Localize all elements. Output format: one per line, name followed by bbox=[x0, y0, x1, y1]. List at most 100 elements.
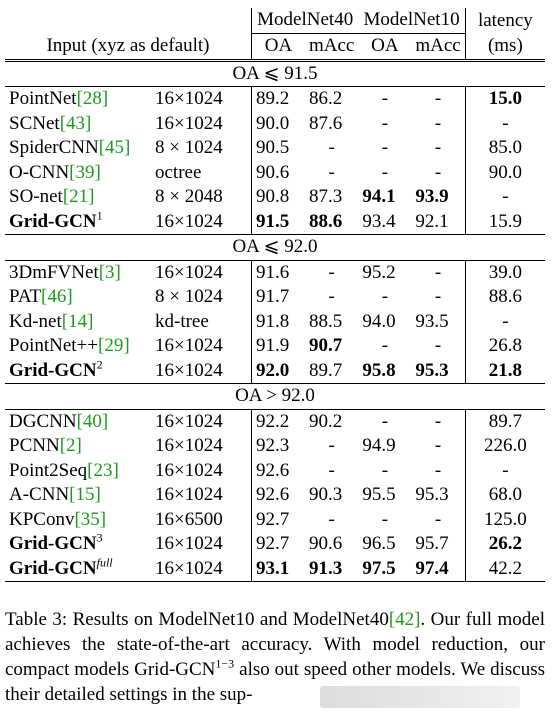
method-name-cell: O-CNN[39] bbox=[5, 161, 151, 186]
method-name-cell: PointNet[28] bbox=[5, 87, 151, 112]
ms-header: (ms) bbox=[464, 33, 545, 60]
macc10-cell: - bbox=[434, 508, 442, 530]
oa40-header: OA bbox=[251, 33, 305, 60]
table-row: Point2Seq[23] 16×1024 92.6- - - - bbox=[5, 458, 545, 484]
citation-link[interactable]: [14] bbox=[61, 310, 94, 332]
input-cell: 16×1024 bbox=[155, 410, 223, 432]
caption-citation[interactable]: [42] bbox=[388, 609, 421, 630]
macc40-cell: 91.3 bbox=[309, 557, 343, 579]
table-row: PAT[46] 8 × 1024 91.7- - -88.6 bbox=[5, 285, 545, 310]
citation-link[interactable]: [28] bbox=[76, 88, 109, 109]
table-row: Grid-GCNfull 16×1024 93.1 91.3 97.5 97.4 42.2 bbox=[5, 556, 545, 582]
citation-link[interactable]: [29] bbox=[98, 335, 130, 356]
header-row-1: ModelNet40 ModelNet10 latency bbox=[5, 8, 545, 34]
oa40-cell: 89.2 bbox=[251, 86, 305, 112]
citation-link[interactable]: [23] bbox=[87, 459, 119, 481]
oa10-cell: 93.4 bbox=[362, 210, 396, 232]
lat-cell: 26.8 bbox=[464, 334, 545, 359]
table-row: A-CNN[15] 16×1024 92.6 90.3 95.5 95.3 68.0 bbox=[5, 483, 545, 508]
section-header: OA ⩽ 91.5 bbox=[5, 59, 545, 87]
macc10-cell: - bbox=[434, 335, 442, 356]
oa40-cell: 92.3 bbox=[251, 434, 305, 459]
section-title: OA ⩽ 91.5 bbox=[5, 59, 545, 87]
method-name-cell: 3DmFVNet[3] bbox=[5, 260, 151, 285]
oa10-cell: - bbox=[381, 88, 389, 109]
citation-link[interactable]: [43] bbox=[59, 112, 92, 134]
results-table: ModelNet40 ModelNet10 latency Input (xyz… bbox=[5, 8, 545, 582]
method-name-cell: DGCNN[40] bbox=[5, 409, 151, 434]
table-caption: Table 3: Results on ModelNet10 and Model… bbox=[5, 607, 545, 707]
oa10-cell: 95.2 bbox=[362, 261, 396, 283]
method-name-cell: PAT[46] bbox=[5, 285, 151, 310]
input-cell: 16×1024 bbox=[155, 459, 223, 481]
macc10-cell: - bbox=[434, 161, 442, 183]
method-name-cell: KPConv[35] bbox=[5, 508, 151, 533]
oa10-cell: - bbox=[381, 410, 389, 432]
oa10-cell: - bbox=[381, 286, 389, 307]
lat-cell: 26.2 bbox=[464, 532, 545, 557]
macc10-cell: 92.1 bbox=[415, 210, 449, 232]
citation-link[interactable]: [45] bbox=[98, 137, 131, 158]
lat-cell: 39.0 bbox=[464, 260, 545, 285]
citation-link[interactable]: [46] bbox=[41, 286, 73, 307]
oa40-cell: 92.7 bbox=[251, 532, 305, 557]
lat-cell: - bbox=[464, 111, 545, 136]
input-cell: 8 × 2048 bbox=[155, 186, 223, 207]
caption-superscript: 1−3 bbox=[215, 656, 235, 671]
input-header: Input (xyz as default) bbox=[46, 34, 210, 56]
citation-link[interactable]: [3] bbox=[98, 261, 121, 283]
macc40-cell: - bbox=[328, 508, 335, 530]
table-row: DGCNN[40] 16×1024 92.2 90.2- -89.7 bbox=[5, 409, 545, 434]
macc10-cell: 93.5 bbox=[415, 310, 449, 332]
macc10-cell: 97.4 bbox=[415, 557, 449, 579]
oa10-cell: 97.5 bbox=[362, 557, 396, 579]
oa40-cell: 90.8 bbox=[251, 185, 305, 210]
macc40-header: mAcc bbox=[309, 35, 355, 56]
input-cell: 16×1024 bbox=[155, 261, 223, 283]
method-name: SO-net bbox=[9, 186, 63, 207]
oa10-cell: - bbox=[381, 112, 389, 134]
lat-cell: - bbox=[464, 309, 545, 334]
citation-link[interactable]: [40] bbox=[76, 410, 109, 432]
macc10-cell: - bbox=[434, 435, 442, 456]
method-name: PointNet bbox=[9, 88, 77, 109]
input-cell: 16×1024 bbox=[155, 335, 223, 356]
oa10-cell: - bbox=[381, 459, 389, 481]
modelnet10-header: ModelNet10 bbox=[358, 8, 466, 34]
citation-link[interactable]: [35] bbox=[74, 508, 107, 530]
table-row: Kd-net[14] kd-tree 91.8 88.5 94.0 93.5- bbox=[5, 309, 545, 334]
method-name: DGCNN bbox=[9, 410, 77, 432]
macc40-cell: - bbox=[328, 459, 335, 481]
macc10-cell: - bbox=[434, 137, 442, 158]
method-name-cell: Grid-GCNfull bbox=[5, 556, 151, 582]
table-row: PointNet++[29] 16×1024 91.9 90.7- -26.8 bbox=[5, 334, 545, 359]
method-name-cell: SCNet[43] bbox=[5, 112, 151, 137]
citation-link[interactable]: [2] bbox=[59, 435, 82, 456]
lat-cell: 125.0 bbox=[464, 507, 545, 532]
macc10-cell: - bbox=[434, 286, 442, 307]
lat-cell: 89.7 bbox=[464, 409, 545, 434]
oa10-cell: 94.0 bbox=[362, 310, 396, 332]
table-row: PointNet[28] 16×1024 89.2 86.2- -15.0 bbox=[5, 86, 545, 112]
oa40-cell: 90.6 bbox=[251, 160, 305, 185]
input-cell: octree bbox=[155, 161, 202, 183]
method-name: 3DmFVNet bbox=[9, 261, 99, 283]
citation-link[interactable]: [39] bbox=[69, 161, 101, 183]
input-cell: kd-tree bbox=[155, 310, 209, 332]
method-name: O-CNN bbox=[9, 161, 70, 183]
citation-link[interactable]: [15] bbox=[69, 484, 101, 505]
input-cell: 16×6500 bbox=[155, 508, 223, 530]
section-header: OA ⩽ 92.0 bbox=[5, 234, 545, 261]
method-name-cell: Point2Seq[23] bbox=[5, 459, 151, 484]
oa40-cell: 91.6 bbox=[251, 260, 305, 285]
macc40-cell: - bbox=[328, 286, 335, 307]
table-row: SCNet[43] 16×1024 90.0 87.6- - - bbox=[5, 111, 545, 137]
header-row-2: Input (xyz as default) OA mAcc OA mAcc (… bbox=[5, 33, 545, 60]
method-name-cell: PointNet++[29] bbox=[5, 334, 151, 359]
macc40-cell: 86.2 bbox=[309, 88, 343, 109]
macc10-cell: - bbox=[434, 459, 442, 481]
method-name: Grid-GCN bbox=[9, 557, 97, 579]
citation-link[interactable]: [21] bbox=[62, 186, 95, 207]
macc10-cell: - bbox=[434, 112, 442, 134]
macc40-cell: - bbox=[328, 137, 335, 158]
